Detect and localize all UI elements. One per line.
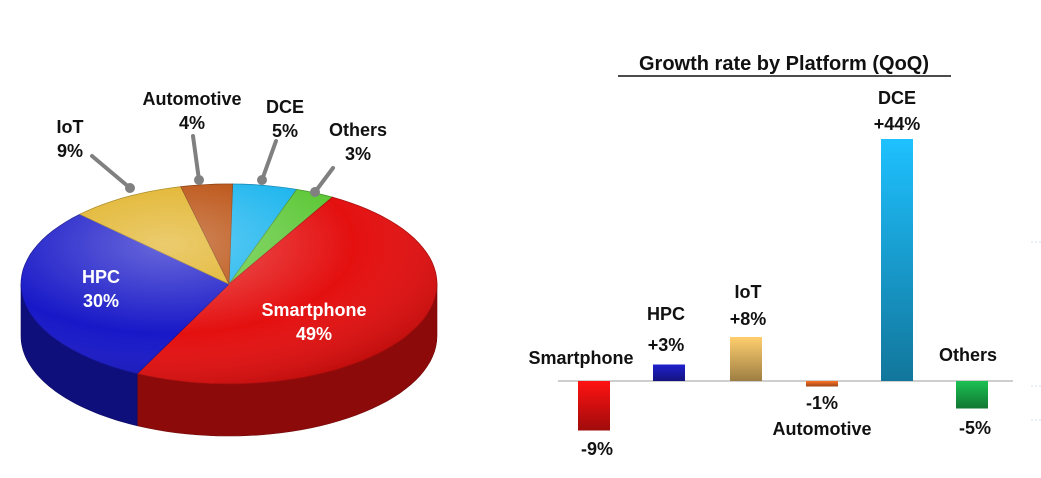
- bar-labels: Smartphone -9% HPC +3% IoT +8% Automotive -1% DC…: [528, 88, 997, 459]
- pie-label-others: Others: [329, 120, 387, 140]
- bar-smartphone: [578, 381, 610, 431]
- bar-category-automotive: Automotive: [773, 419, 872, 439]
- bar-category-dce: DCE: [878, 88, 916, 108]
- pie-value-iot: 9%: [57, 141, 83, 161]
- bar-hpc: [653, 364, 685, 381]
- pie-value-hpc: 30%: [83, 291, 119, 311]
- pie-value-dce: 5%: [272, 121, 298, 141]
- bar-value-iot: +8%: [730, 309, 767, 329]
- bar-category-smartphone: Smartphone: [528, 348, 633, 368]
- leader-dot-dce: [257, 175, 267, 185]
- leader-dot-iot: [125, 183, 135, 193]
- bar-value-others: -5%: [959, 418, 991, 438]
- pie-label-automotive: Automotive: [143, 89, 242, 109]
- bar-category-others: Others: [939, 345, 997, 365]
- leader-dot-automotive: [194, 175, 204, 185]
- leader-line-dce: [260, 139, 278, 182]
- pie-label-dce: DCE: [266, 97, 304, 117]
- pie-value-automotive: 4%: [179, 113, 205, 133]
- leader-line-iot: [90, 154, 132, 190]
- leader-dot-others: [310, 187, 320, 197]
- pie-chart: Smartphone 49% HPC 30% IoT 9% Automotive 4% DCE 5…: [20, 89, 438, 437]
- bar-chart: Growth rate by Platform (QoQ) Smartphone…: [528, 53, 1013, 459]
- pie-leader-lines: [90, 134, 335, 197]
- bar-chart-title: Growth rate by Platform (QoQ): [639, 53, 929, 75]
- bar-automotive: [806, 381, 838, 387]
- bar-others: [956, 381, 988, 409]
- bar-value-dce: +44%: [874, 114, 921, 134]
- pie-label-smartphone: Smartphone: [261, 300, 366, 320]
- edge-dashes: [1031, 241, 1041, 421]
- pie-label-hpc: HPC: [82, 267, 120, 287]
- bar-value-hpc: +3%: [648, 335, 685, 355]
- bar-category-iot: IoT: [735, 282, 762, 302]
- bar-value-smartphone: -9%: [581, 439, 613, 459]
- pie-label-iot: IoT: [57, 117, 84, 137]
- leader-line-automotive: [191, 134, 201, 182]
- bars: [578, 139, 988, 431]
- bar-category-hpc: HPC: [647, 304, 685, 324]
- bar-dce: [881, 139, 913, 381]
- pie-labels: Smartphone 49% HPC 30% IoT 9% Automotive 4% DCE 5…: [57, 89, 388, 344]
- bar-iot: [730, 337, 762, 381]
- pie-value-others: 3%: [345, 144, 371, 164]
- bar-value-automotive: -1%: [806, 393, 838, 413]
- pie-value-smartphone: 49%: [296, 324, 332, 344]
